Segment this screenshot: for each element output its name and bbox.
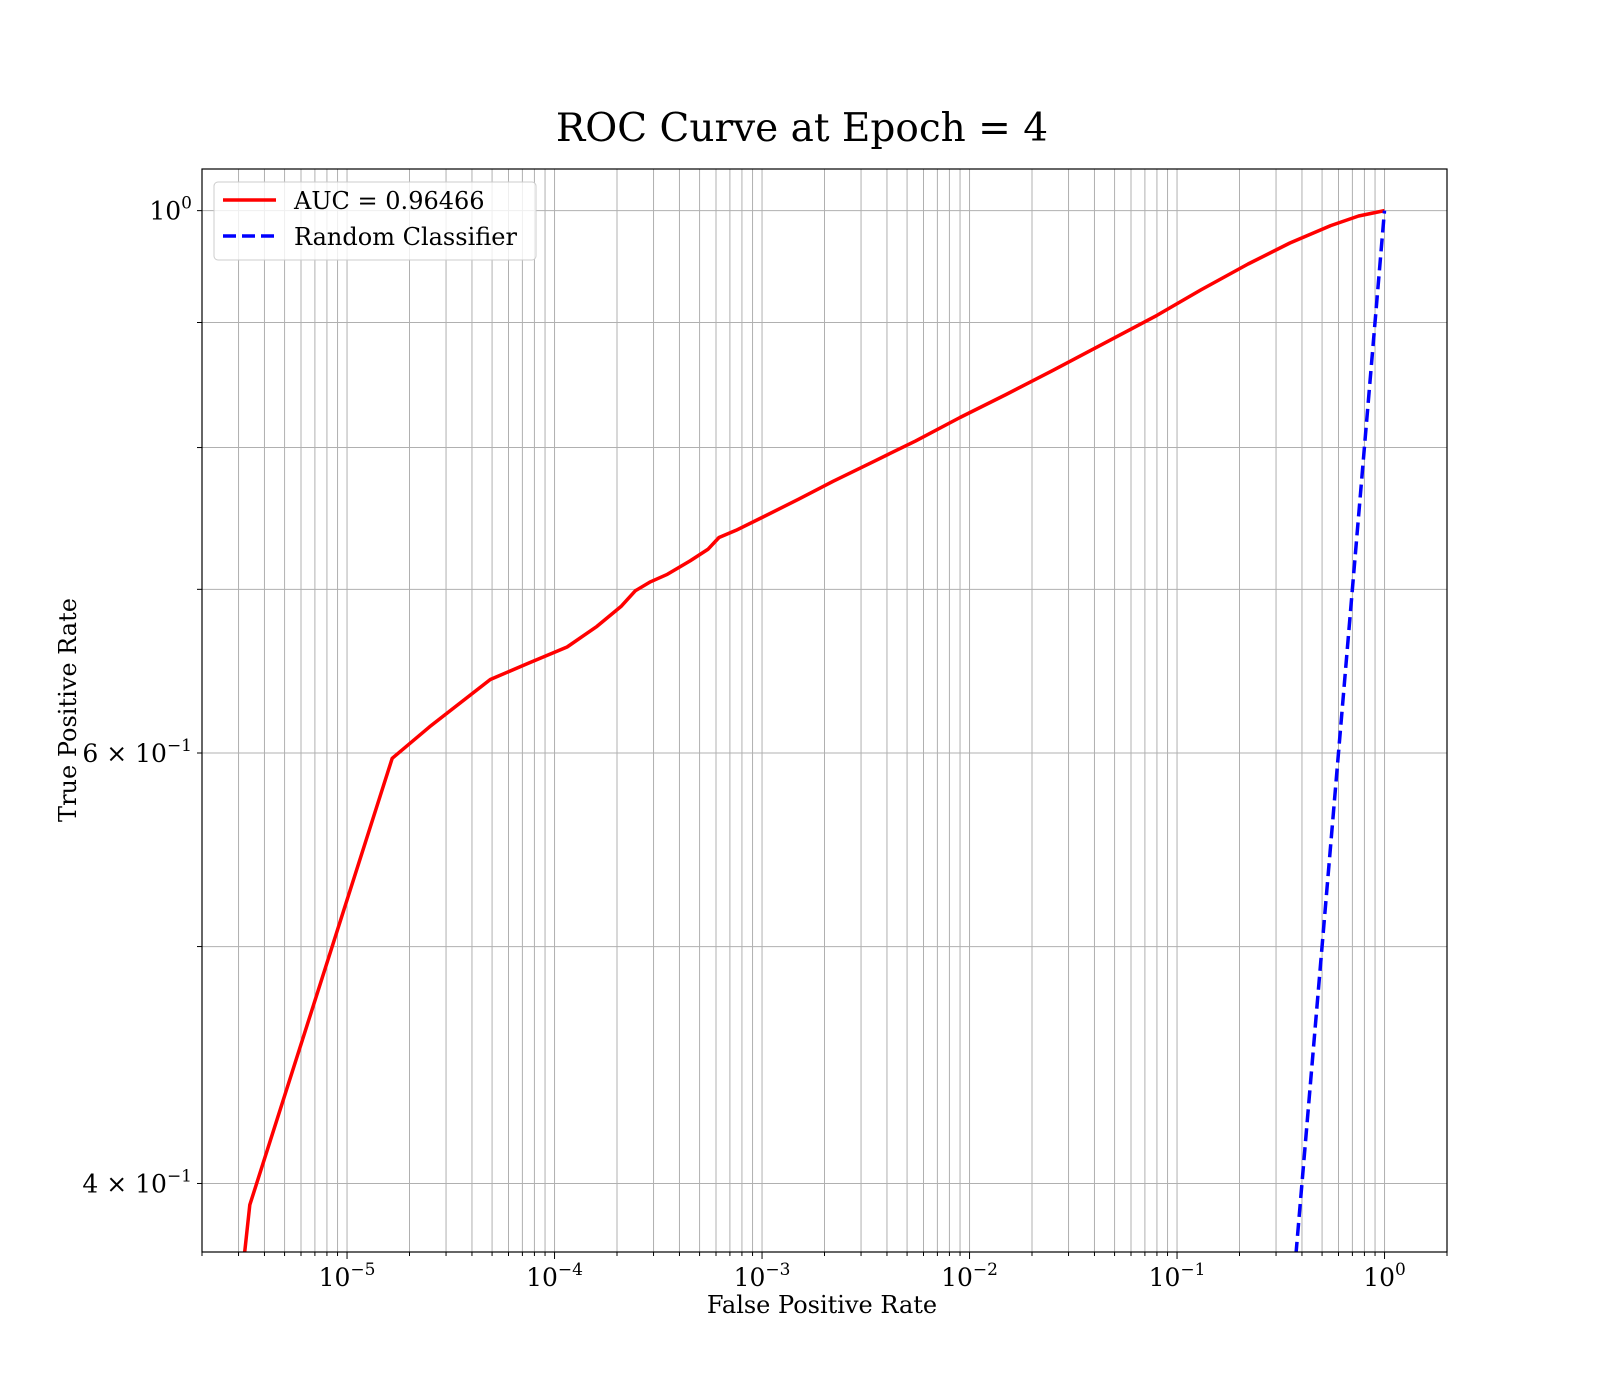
y-tick-label: 4 × 10−1 — [82, 1166, 192, 1198]
x-tick-label: 10−4 — [526, 1260, 583, 1292]
series-layer — [242, 208, 1387, 1252]
x-tick-label: 10−5 — [319, 1260, 376, 1292]
ticks: 10−5 10−4 10−3 10−2 10−1 100 4 × 10−1 6 × 10−1 1… — [82, 194, 1448, 1292]
y-tick-label: 100 — [149, 194, 192, 226]
x-tick-label: 10−3 — [734, 1260, 791, 1292]
random-classifier-line — [1294, 210, 1387, 1252]
y-axis-label: True Positive Rate — [54, 598, 82, 822]
x-tick-label: 100 — [1363, 1260, 1406, 1292]
legend: AUC = 0.96466 Random Classifier — [213, 181, 537, 261]
y-tick-label: 6 × 10−1 — [82, 736, 192, 768]
legend-label-random: Random Classifier — [294, 223, 517, 251]
roc-curve-line — [242, 208, 1385, 1252]
legend-box — [213, 181, 537, 261]
x-tick-label: 10−1 — [1149, 1260, 1206, 1292]
chart-title: ROC Curve at Epoch = 4 — [556, 106, 1048, 151]
legend-label-auc: AUC = 0.96466 — [293, 187, 485, 215]
grid — [201, 169, 1448, 1252]
x-tick-label: 10−2 — [941, 1260, 998, 1292]
x-axis-label: False Positive Rate — [707, 1291, 937, 1319]
